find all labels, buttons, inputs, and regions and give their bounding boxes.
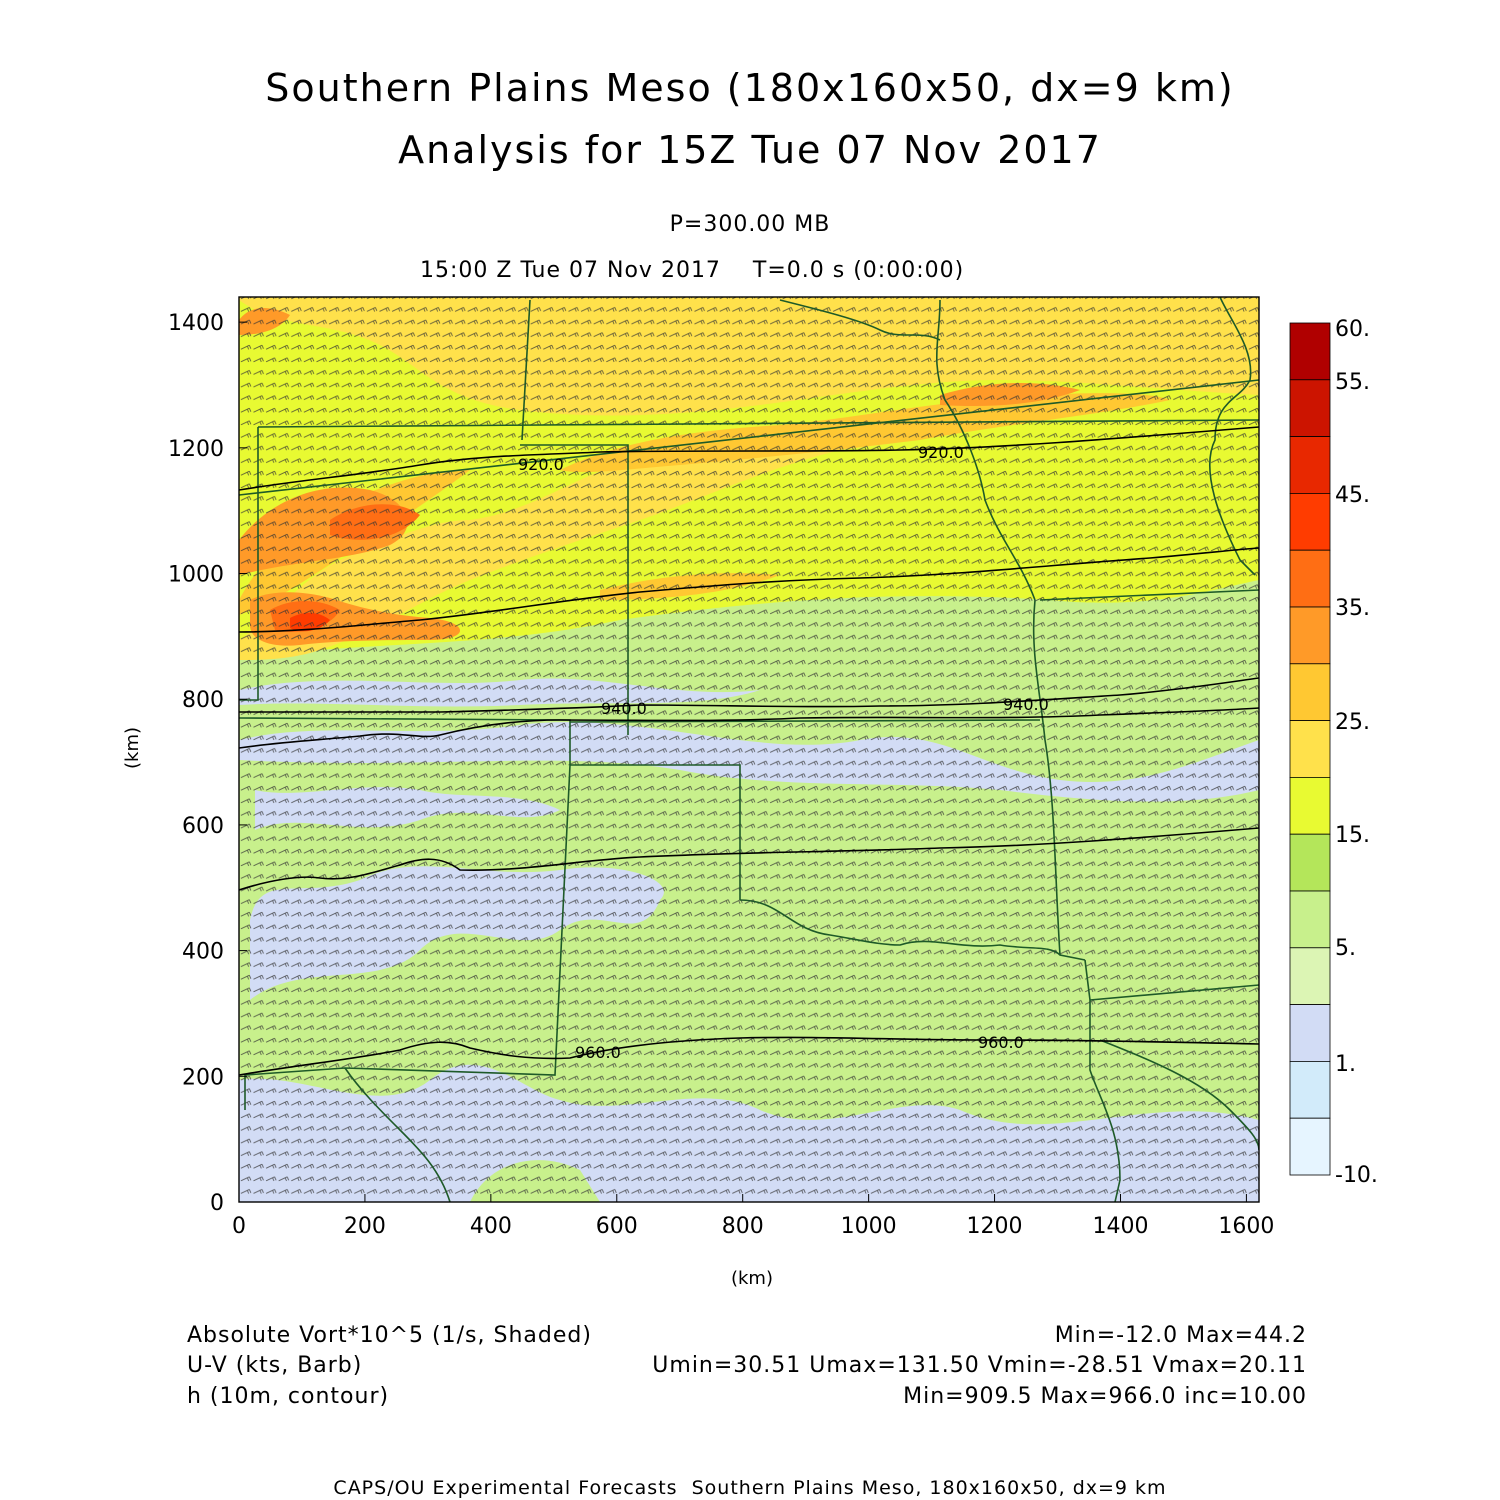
colorbar <box>1289 322 1331 1176</box>
y-tick-label: 400 <box>182 940 224 965</box>
colorbar-swatch <box>1289 777 1331 835</box>
colorbar-label-45: 45. <box>1335 483 1370 508</box>
x-tick-label: 200 <box>344 1214 386 1239</box>
y-tick-label: 600 <box>182 814 224 839</box>
colorbar-swatch <box>1289 379 1331 437</box>
plot-frame <box>238 296 1260 1203</box>
legend-vorticity-name: Absolute Vort*10^5 (1/s, Shaded) <box>187 1323 592 1348</box>
x-tick-label: 600 <box>596 1214 638 1239</box>
y-axis: 0 200 400 600 800 1000 1200 1400 <box>168 311 247 1216</box>
colorbar-swatch <box>1289 436 1331 494</box>
contour-label-960-west: 960.0 <box>575 1043 621 1062</box>
y-tick-label: 800 <box>182 688 224 713</box>
x-tick-label: 1600 <box>1218 1214 1274 1239</box>
pressure-level-label: P=300.00 MB <box>669 212 831 237</box>
colorbar-label-minus10: -10. <box>1335 1163 1378 1188</box>
colorbar-label-60: 60. <box>1335 317 1370 342</box>
colorbar-swatch <box>1289 1004 1331 1062</box>
contour-label-940-east: 940.0 <box>1003 695 1049 714</box>
colorbar-label-15: 15. <box>1335 823 1370 848</box>
x-tick-label: 0 <box>232 1214 246 1239</box>
colorbar-swatch <box>1289 833 1331 892</box>
credit-line: CAPS/OU Experimental Forecasts Southern … <box>333 1477 1167 1499</box>
y-tick-label: 1200 <box>168 437 224 462</box>
legend-wind-name: U-V (kts, Barb) <box>187 1353 363 1378</box>
legend-height-name: h (10m, contour) <box>187 1384 390 1409</box>
x-tick-label: 1000 <box>841 1214 897 1239</box>
x-axis-label: (km) <box>731 1268 773 1289</box>
legend-wind-stats: Umin=30.51 Umax=131.50 Vmin=-28.51 Vmax=… <box>652 1353 1307 1378</box>
map-title-line2: Analysis for 15Z Tue 07 Nov 2017 <box>398 128 1102 172</box>
colorbar-swatch <box>1289 492 1331 551</box>
colorbar-swatch <box>1289 947 1331 1005</box>
colorbar-label-25: 25. <box>1335 710 1370 735</box>
legend-vorticity-stats: Min=-12.0 Max=44.2 <box>1054 1323 1307 1348</box>
colorbar-swatch <box>1289 1117 1331 1176</box>
x-tick-label: 1200 <box>967 1214 1023 1239</box>
legend-height-stats: Min=909.5 Max=966.0 inc=10.00 <box>903 1384 1307 1409</box>
y-tick-label: 1000 <box>168 563 224 588</box>
y-tick-label: 1400 <box>168 311 224 336</box>
vorticity-shading <box>239 297 1259 1202</box>
valid-time-label: 15:00 Z Tue 07 Nov 2017 T=0.0 s (0:00:00… <box>420 258 965 283</box>
contour-labels: 920.0 920.0 940.0 940.0 960.0 960.0 <box>518 443 1049 1062</box>
colorbar-swatch <box>1289 663 1331 721</box>
colorbar-labels: 60. 55. 45. 35. 25. 15. 5. 1. -10. <box>1335 317 1378 1188</box>
x-tick-label: 400 <box>470 1214 512 1239</box>
colorbar-label-35: 35. <box>1335 596 1370 621</box>
colorbar-label-5: 5. <box>1335 936 1356 961</box>
colorbar-label-1: 1. <box>1335 1052 1356 1077</box>
colorbar-swatch <box>1289 322 1331 381</box>
y-tick-label: 0 <box>210 1191 224 1216</box>
x-axis: 0 200 400 600 800 1000 1200 1400 1600 <box>232 1194 1274 1239</box>
state-boundaries <box>239 297 1259 1202</box>
contour-label-960-east: 960.0 <box>978 1033 1024 1052</box>
y-axis-label: (km) <box>122 727 143 769</box>
contour-label-920-west: 920.0 <box>518 455 564 474</box>
colorbar-swatch <box>1289 549 1331 608</box>
height-contours <box>239 426 1259 1076</box>
x-tick-label: 800 <box>722 1214 764 1239</box>
colorbar-swatch <box>1289 720 1331 778</box>
y-tick-label: 200 <box>182 1065 224 1090</box>
contour-label-920-east: 920.0 <box>918 443 964 462</box>
x-tick-label: 1400 <box>1092 1214 1148 1239</box>
map-title-line1: Southern Plains Meso (180x160x50, dx=9 k… <box>265 66 1235 110</box>
colorbar-swatch <box>1289 890 1331 949</box>
contour-label-940-west: 940.0 <box>601 699 647 718</box>
colorbar-swatch <box>1289 606 1331 665</box>
colorbar-swatch <box>1289 1061 1331 1119</box>
colorbar-label-55: 55. <box>1335 370 1370 395</box>
